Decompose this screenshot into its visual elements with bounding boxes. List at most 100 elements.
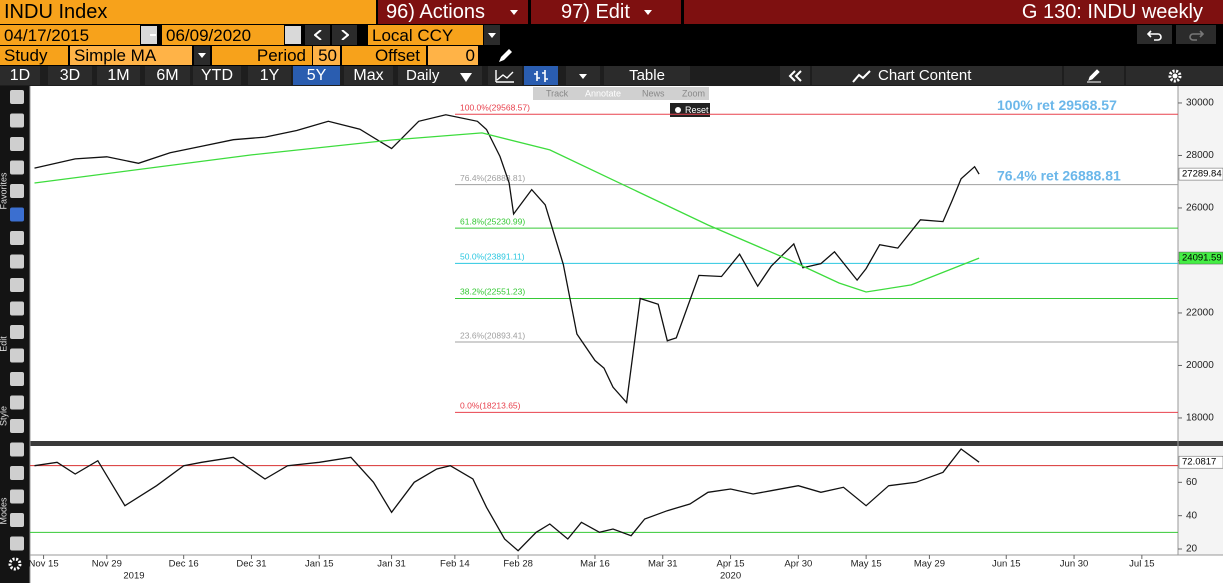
prev-button[interactable] [305, 25, 330, 45]
x-year-label: 2019 [123, 571, 144, 582]
tool-icon[interactable] [10, 325, 24, 339]
range-button[interactable]: Max [344, 66, 393, 85]
chart-content-button[interactable]: Chart Content [812, 66, 1062, 85]
side-label: Edit [0, 336, 8, 352]
x-tick-label: Apr 15 [717, 559, 745, 570]
last-value-label: 72.0817 [1182, 457, 1216, 468]
collapse-button[interactable] [780, 66, 810, 85]
y-tick-label: 30000 [1186, 98, 1214, 109]
tool-icon[interactable] [10, 207, 24, 222]
range-button[interactable]: 1Y [248, 66, 291, 85]
level-label: 76.4%(26888.81) [460, 173, 525, 183]
edit-menu[interactable]: 97) Edit [531, 0, 681, 24]
overlay-tool[interactable]: Annotate [585, 88, 621, 98]
calendar-icon[interactable] [141, 26, 157, 44]
plot-background [30, 86, 1223, 583]
tool-icon[interactable] [10, 419, 24, 433]
redo-button[interactable] [1176, 25, 1216, 44]
tool-icon[interactable] [10, 301, 24, 316]
bar-chart-button[interactable] [524, 66, 558, 85]
overlay-tool[interactable]: News [642, 88, 665, 98]
tool-icon[interactable] [10, 254, 24, 269]
actions-menu[interactable]: 96) Actions [378, 0, 528, 24]
x-tick-label: Mar 31 [648, 559, 678, 570]
table-button[interactable]: Table [604, 66, 690, 85]
dropdown-arrow [644, 10, 652, 15]
range-button[interactable]: 6M [145, 66, 190, 85]
level-label: 23.6%(20893.41) [460, 330, 525, 340]
overlay-tool[interactable]: Zoom [682, 88, 705, 98]
y-tick-label: 40 [1186, 510, 1198, 521]
line-chart-button[interactable] [488, 66, 522, 85]
reset-button[interactable]: Reset [685, 105, 709, 115]
tool-icon[interactable] [10, 489, 24, 504]
x-tick-label: May 15 [851, 559, 882, 570]
tool-icon[interactable] [10, 278, 24, 292]
next-button[interactable] [332, 25, 357, 45]
y-tick-label: 60 [1186, 477, 1198, 488]
tool-icon[interactable] [10, 466, 24, 480]
reset-box[interactable] [670, 103, 710, 117]
tool-icon[interactable] [10, 372, 24, 386]
axis-background [1178, 86, 1223, 555]
price-line [34, 132, 980, 293]
tool-icon[interactable] [10, 348, 24, 363]
settings-icon[interactable] [8, 557, 22, 571]
x-tick-label: Jan 31 [377, 559, 406, 570]
retracement-note: 100% ret 29568.57 [997, 97, 1117, 113]
x-tick-label: Feb 28 [503, 559, 533, 570]
tool-icon[interactable] [10, 395, 24, 410]
tool-icon[interactable] [10, 536, 24, 551]
overlay-bar [533, 87, 709, 100]
tool-icon[interactable] [10, 184, 24, 198]
range-button[interactable]: YTD [193, 66, 241, 85]
x-tick-label: Nov 15 [29, 559, 59, 570]
level-label: 0.0%(18213.65) [460, 401, 521, 411]
y-tick-label: 20000 [1186, 360, 1214, 371]
currency[interactable]: Local CCY [368, 25, 483, 45]
redo-icon [1189, 29, 1204, 41]
overlay-tool[interactable]: Track [546, 88, 569, 98]
edit-chart-button[interactable] [1064, 66, 1124, 85]
pencil-icon[interactable] [496, 47, 514, 65]
tool-icon[interactable] [10, 513, 24, 527]
level-label: 38.2%(22551.23) [460, 287, 525, 297]
dropdown-arrow [488, 33, 496, 38]
overlay-toolbar: Track Annotate News Zoom Reset [533, 87, 710, 117]
start-date[interactable]: 04/17/2015 [0, 25, 140, 45]
y-tick-label: 28000 [1186, 150, 1214, 161]
x-tick-label: Jan 15 [305, 559, 334, 570]
side-label: Favorites [0, 172, 8, 210]
calendar-icon[interactable] [285, 26, 301, 44]
period-value[interactable]: 50 [313, 46, 340, 65]
edit-icon [1087, 68, 1101, 82]
tool-icon[interactable] [10, 113, 24, 128]
dropdown-arrow [579, 74, 587, 79]
settings-button[interactable] [1126, 66, 1223, 85]
side-label: Modes [0, 497, 8, 525]
tool-icon[interactable] [10, 442, 24, 457]
bar-icon [534, 69, 548, 82]
last-value-label: 27289.84 [1182, 169, 1222, 180]
line-icon [495, 69, 514, 83]
price-line [34, 448, 980, 552]
x-tick-label: Apr 30 [784, 559, 812, 570]
undo-button[interactable] [1137, 25, 1172, 44]
offset-value[interactable]: 0 [428, 46, 478, 65]
range-button[interactable]: 5Y [293, 66, 340, 85]
tool-icon[interactable] [10, 90, 24, 104]
last-value-box [1178, 455, 1223, 469]
page-title: G 130: INDU weekly [684, 0, 1223, 24]
tool-icon[interactable] [10, 231, 24, 245]
end-date[interactable]: 06/09/2020 [162, 25, 284, 45]
tool-icon[interactable] [10, 137, 24, 151]
y-tick-label: 22000 [1186, 308, 1214, 319]
dropdown-arrow [510, 10, 518, 15]
study-value[interactable]: Simple MA [70, 46, 192, 65]
range-button[interactable]: 3D [48, 66, 92, 85]
x-year-label: 2020 [720, 571, 741, 582]
range-button[interactable]: 1D [0, 66, 40, 85]
tool-icon[interactable] [10, 160, 24, 175]
range-button[interactable]: 1M [97, 66, 140, 85]
